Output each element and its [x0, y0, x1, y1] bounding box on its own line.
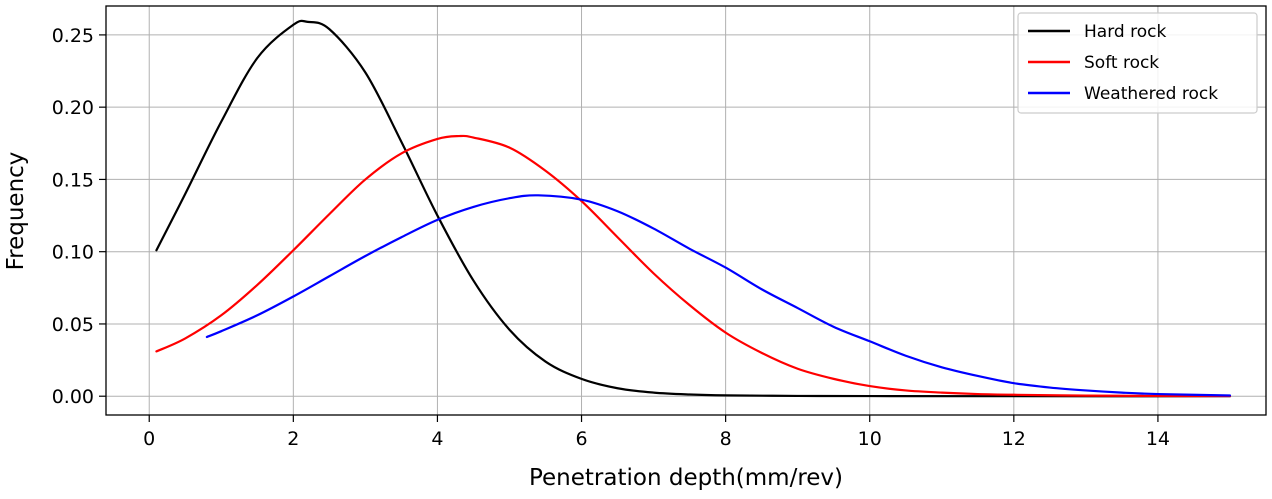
- x-tick-label: 8: [720, 428, 732, 450]
- x-axis-label: Penetration depth(mm/rev): [529, 465, 843, 491]
- x-tick-label: 12: [1002, 428, 1026, 450]
- y-tick-label: 0.00: [52, 386, 94, 408]
- legend-box: [1017, 12, 1258, 114]
- x-tick-label: 2: [287, 428, 299, 450]
- y-tick-label: 0.10: [52, 242, 94, 264]
- y-axis-label: Frequency: [3, 152, 29, 271]
- plot-frame: [105, 5, 1267, 416]
- y-tick-label: 0.05: [52, 314, 94, 336]
- legend-label-hard-rock: Hard rock: [1084, 22, 1166, 42]
- x-tick-label: 4: [431, 428, 443, 450]
- y-tick-label: 0.25: [52, 25, 94, 47]
- x-tick-label: 6: [575, 428, 587, 450]
- legend-label-weathered-rock: Weathered rock: [1084, 84, 1218, 104]
- axis-ticks: 0 2 4 6 8 10 12 14 0.00 0.05 0.10 0.15 0.20 0.25: [52, 25, 1170, 450]
- legend: Hard rock Soft rock Weathered rock: [1017, 12, 1258, 114]
- x-tick-label: 0: [143, 428, 155, 450]
- x-tick-label: 14: [1146, 428, 1170, 450]
- y-tick-label: 0.20: [52, 97, 94, 119]
- x-tick-label: 10: [858, 428, 882, 450]
- series-line-weathered-rock: [205, 194, 1232, 397]
- series-line-hard-rock: [155, 19, 1232, 398]
- legend-label-soft-rock: Soft rock: [1084, 53, 1159, 73]
- y-tick-label: 0.15: [52, 169, 94, 191]
- series-lines: [155, 19, 1232, 398]
- series-line-soft-rock: [155, 134, 1232, 398]
